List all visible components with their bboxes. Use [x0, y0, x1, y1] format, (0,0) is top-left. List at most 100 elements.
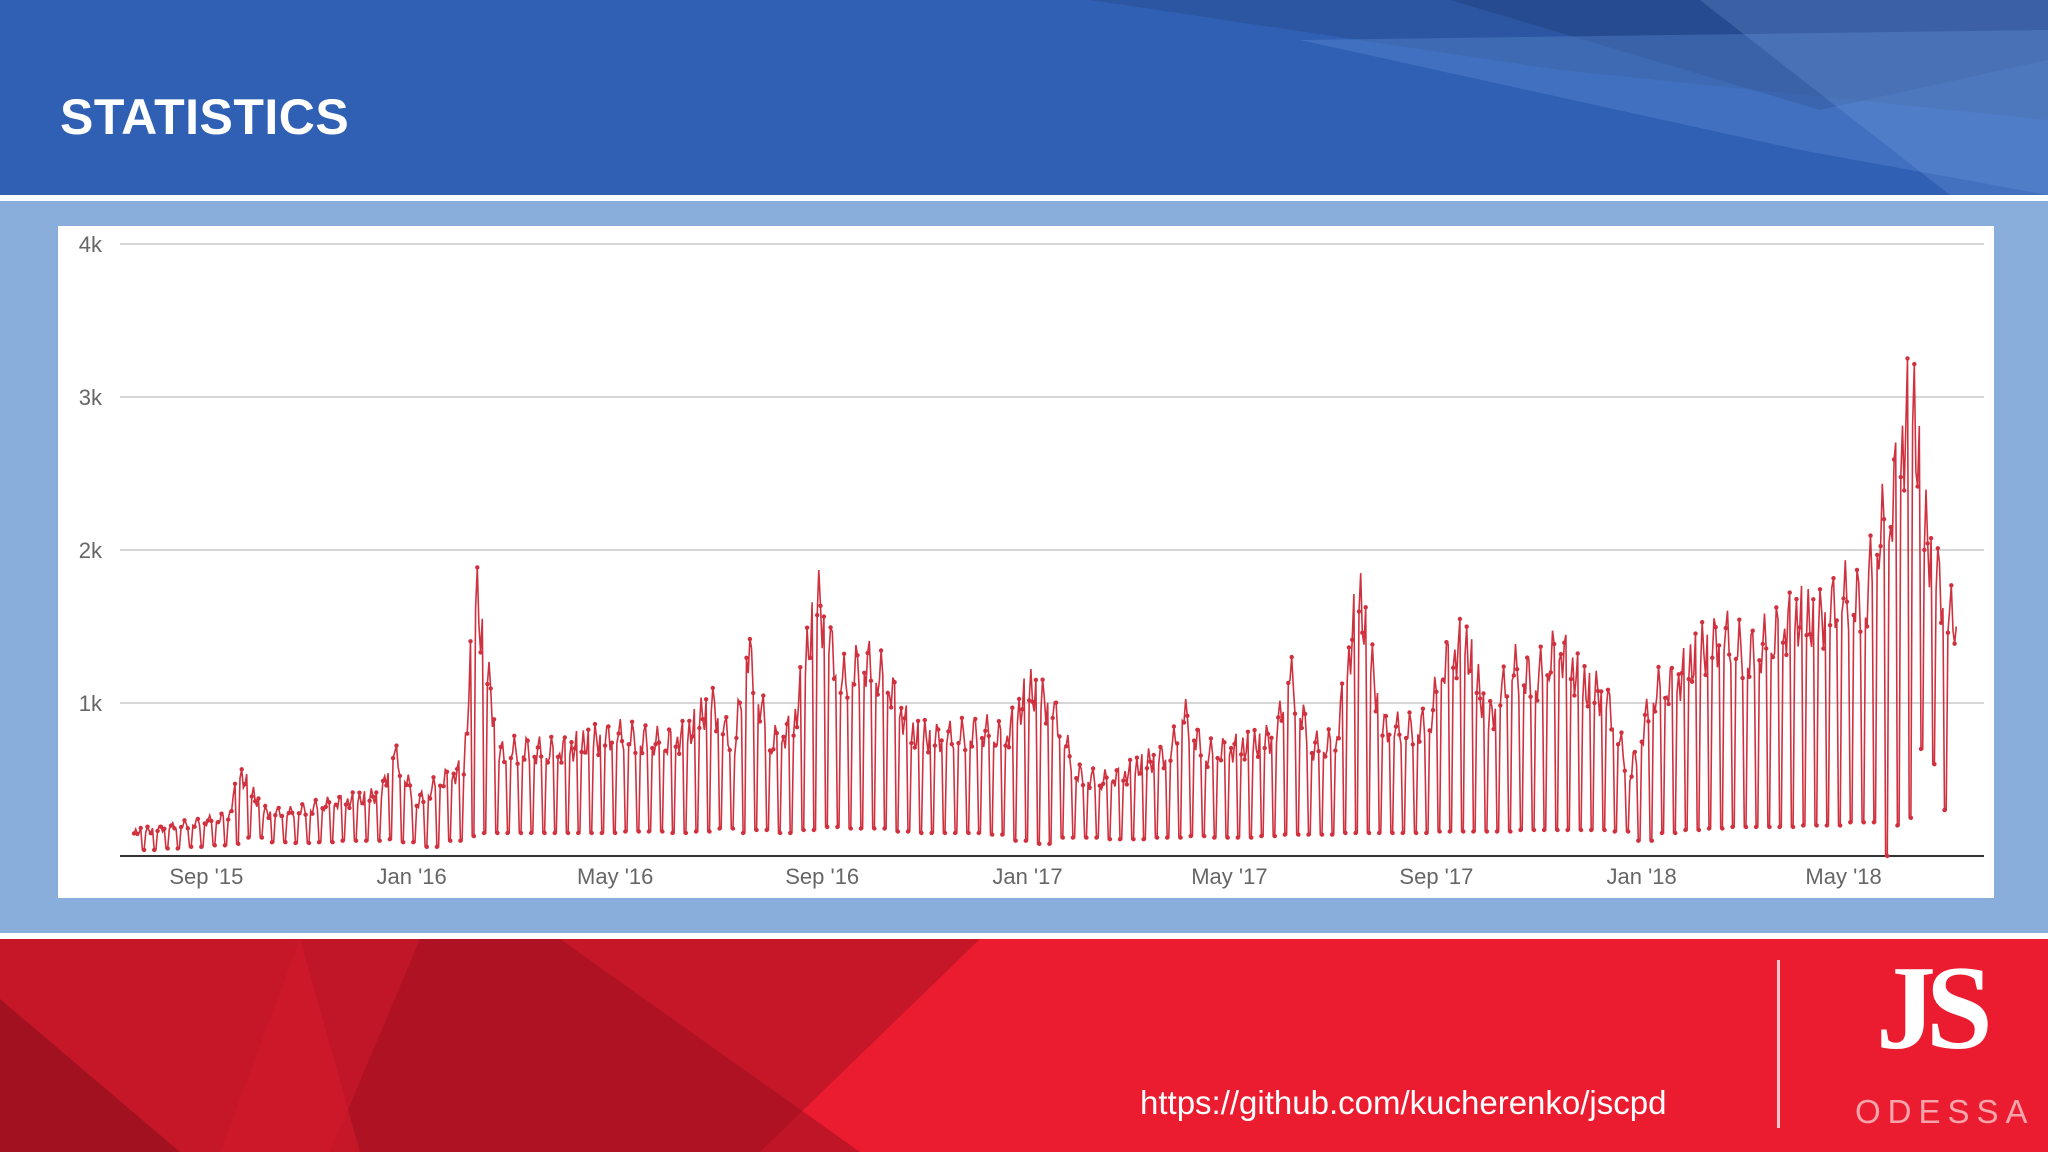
data-point [1272, 833, 1278, 839]
data-point [703, 697, 709, 702]
data-point [1723, 625, 1729, 631]
data-point [468, 639, 473, 644]
data-point [737, 700, 742, 705]
data-point [1269, 735, 1274, 740]
data-point [1350, 637, 1355, 642]
data-point [1403, 735, 1409, 741]
data-point [522, 757, 527, 762]
data-point [1127, 757, 1133, 763]
data-point [1642, 712, 1648, 718]
data-point [878, 648, 884, 653]
data-point [895, 829, 901, 834]
data-point [394, 743, 399, 748]
data-point [1151, 752, 1156, 758]
data-point [868, 678, 874, 683]
data-point [902, 716, 907, 721]
data-point [360, 801, 365, 806]
data-point [471, 833, 477, 839]
data-point [384, 783, 389, 788]
data-point [1757, 658, 1762, 663]
data-point [202, 821, 207, 826]
data-point [1918, 746, 1924, 752]
data-point [1070, 835, 1076, 840]
data-point [579, 749, 584, 755]
data-point [542, 830, 547, 836]
data-point [485, 681, 490, 687]
data-point [966, 830, 971, 836]
data-point [1282, 832, 1288, 837]
data-point [1666, 701, 1671, 707]
data-point [296, 811, 302, 816]
data-point [1713, 625, 1718, 630]
data-point [1652, 709, 1658, 714]
data-point [1178, 835, 1183, 840]
data-point [666, 727, 672, 732]
data-point [1700, 620, 1705, 625]
data-point [313, 797, 318, 803]
data-point [623, 829, 628, 834]
data-point [1885, 853, 1890, 859]
data-point [559, 760, 564, 765]
data-point [246, 835, 251, 840]
data-point [1895, 823, 1900, 828]
data-point [973, 716, 978, 722]
data-point [1265, 731, 1271, 737]
data-point [899, 705, 904, 711]
source-link[interactable]: https://github.com/kucherenko/jscpd [1140, 1084, 1667, 1121]
data-point [811, 827, 816, 833]
data-point [1703, 672, 1708, 678]
data-point [1027, 698, 1032, 703]
data-point [1582, 664, 1587, 669]
data-point [788, 830, 793, 836]
data-point [1451, 665, 1456, 670]
data-point [390, 755, 396, 761]
data-point [1124, 782, 1130, 787]
data-point [1208, 736, 1214, 741]
data-point [1037, 841, 1042, 846]
data-point [619, 738, 625, 744]
data-point [320, 806, 325, 811]
data-point [1299, 725, 1305, 731]
data-point [168, 823, 174, 828]
data-point [602, 743, 608, 748]
data-point [421, 799, 426, 805]
logo-mark: JS [1876, 941, 1993, 1074]
data-point [912, 745, 917, 750]
data-point [1753, 824, 1759, 830]
data-point [1578, 827, 1584, 833]
data-point [219, 811, 224, 816]
data-point [316, 840, 322, 845]
data-point [1343, 830, 1348, 836]
data-point [290, 810, 295, 815]
data-point [141, 847, 147, 853]
data-point [1016, 696, 1022, 702]
data-point [919, 830, 924, 836]
data-point [751, 690, 756, 696]
data-point [1447, 829, 1453, 834]
data-point [1827, 623, 1833, 628]
data-point [1868, 533, 1873, 538]
data-point [1794, 596, 1799, 602]
data-point [963, 747, 968, 753]
data-point [209, 818, 214, 824]
data-point [1329, 832, 1335, 837]
data-point [1864, 624, 1870, 629]
data-point [1814, 823, 1819, 828]
data-point [939, 738, 944, 743]
data-point [1851, 612, 1856, 618]
data-point [1902, 488, 1907, 493]
data-point [1107, 837, 1113, 842]
data-point [784, 721, 790, 727]
data-point [1427, 728, 1432, 733]
data-point [1390, 830, 1395, 836]
data-point [687, 718, 692, 724]
data-point [441, 784, 446, 789]
data-point [1111, 779, 1116, 784]
data-point [1888, 524, 1893, 530]
data-point [744, 655, 749, 660]
y-tick-label: 1k [79, 691, 103, 716]
data-point [438, 783, 443, 788]
data-point [1245, 729, 1251, 734]
data-point [1461, 829, 1466, 834]
data-point [222, 843, 228, 848]
